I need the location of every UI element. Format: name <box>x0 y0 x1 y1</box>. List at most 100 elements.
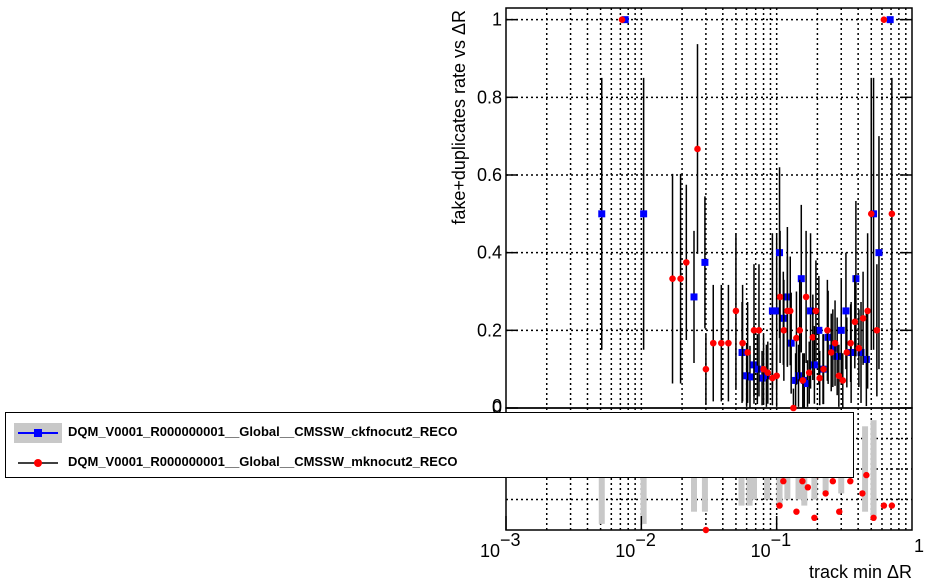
legend-swatch-red-circle <box>18 459 58 467</box>
legend-entry-mk: DQM_V0001_R000000001__Global__CMSSW_mkno… <box>6 451 853 475</box>
data-point-ckf <box>787 339 795 347</box>
ratio-point <box>829 478 837 485</box>
data-point-ckf <box>833 352 841 360</box>
ratio-tick-label: 0 <box>492 396 502 416</box>
x-tick-label-base: 10 <box>615 541 635 561</box>
data-point-mk <box>796 327 804 334</box>
ratio-point <box>859 490 866 497</box>
data-point-ckf <box>762 372 770 380</box>
data-point-mk <box>855 344 863 352</box>
legend: DQM_V0001_R000000001__Global__CMSSW_ckfn… <box>5 412 854 478</box>
data-point-mk <box>694 145 701 153</box>
data-point-ckf <box>792 376 800 384</box>
data-point-mk <box>820 365 827 373</box>
data-point-mk <box>831 339 839 347</box>
data-point-ckf <box>857 348 865 356</box>
data-point-mk <box>683 259 690 266</box>
legend-label-ckf: DQM_V0001_R000000001__Global__CMSSW_ckfn… <box>68 424 458 439</box>
legend-swatch-blue-square <box>14 423 62 443</box>
data-point-mk <box>739 339 746 347</box>
data-point-mk <box>755 327 763 334</box>
data-point-mk <box>805 369 813 376</box>
data-point-mk <box>802 293 810 301</box>
data-point-ckf <box>862 355 870 363</box>
ratio-point <box>847 478 854 485</box>
x-tick-label-exponent: −1 <box>771 530 792 550</box>
data-point-mk <box>835 372 843 380</box>
legend-entry-ckf: DQM_V0001_R000000001__Global__CMSSW_ckfn… <box>6 421 853 445</box>
data-point-ckf <box>746 373 754 381</box>
data-point-ckf <box>701 258 709 266</box>
ratio-point <box>880 502 888 509</box>
data-point-ckf <box>852 275 860 283</box>
x-tick-label-base: 10 <box>480 541 500 561</box>
ratio-point <box>836 508 843 515</box>
data-point-ckf <box>753 365 761 373</box>
data-point-ckf <box>807 307 815 315</box>
ratio-band <box>862 426 869 512</box>
data-point-ckf <box>773 307 781 315</box>
data-point-mk <box>812 307 820 315</box>
y-axis-title: fake+duplicates rate vs ΔR <box>449 10 469 225</box>
ratio-point <box>702 526 710 534</box>
ratio-point <box>793 508 800 515</box>
data-point-ckf <box>810 361 818 369</box>
x-axis-title: track min ΔR <box>809 562 912 582</box>
x-tick-label-exponent: −3 <box>500 530 521 550</box>
data-point-mk <box>859 314 867 322</box>
data-point-mk <box>780 327 788 334</box>
data-point-mk <box>709 339 717 347</box>
data-point-mk <box>669 275 676 282</box>
data-point-mk <box>702 365 710 373</box>
data-point-mk <box>718 339 725 347</box>
data-point-mk <box>851 318 859 326</box>
x-tick-label-one: 1 <box>914 536 924 556</box>
data-point-mk <box>776 293 784 301</box>
y-tick-label: 0.6 <box>477 165 502 185</box>
data-point-mk <box>847 339 854 347</box>
data-point-mk <box>744 349 751 356</box>
data-point-ckf <box>875 249 883 257</box>
ratio-point <box>799 478 806 485</box>
data-point-ckf <box>768 307 776 315</box>
data-point-mk <box>867 210 875 218</box>
x-tick-label-exponent: −2 <box>635 530 656 550</box>
legend-label-mk: DQM_V0001_R000000001__Global__CMSSW_mkno… <box>68 454 458 469</box>
data-point-mk <box>677 275 684 282</box>
data-point-ckf <box>815 326 823 334</box>
data-point-ckf <box>598 210 606 218</box>
data-point-ckf <box>795 372 803 380</box>
ratio-point <box>780 478 787 485</box>
series-layer <box>598 16 896 412</box>
y-tick-label: 0.8 <box>477 87 502 107</box>
data-point-mk <box>809 334 817 341</box>
data-point-ckf <box>829 344 837 352</box>
data-point-mk <box>839 377 847 384</box>
data-point-ckf <box>797 275 805 283</box>
data-point-ckf <box>842 307 850 315</box>
data-point-mk <box>732 307 740 315</box>
data-point-ckf <box>640 210 648 218</box>
ratio-point <box>888 502 896 509</box>
y-tick-label: 0 <box>492 398 502 418</box>
data-point-mk <box>793 334 800 342</box>
data-point-mk <box>799 377 807 384</box>
data-point-ckf <box>690 293 698 301</box>
data-point-ckf <box>886 16 894 24</box>
data-point-mk <box>888 210 896 218</box>
data-point-mk <box>790 404 797 412</box>
y-tick-label: 0.4 <box>477 243 502 263</box>
data-point-mk <box>618 16 626 23</box>
ratio-band <box>870 420 877 518</box>
data-point-mk <box>786 307 794 315</box>
data-point-ckf <box>804 380 812 388</box>
ratio-point <box>804 484 812 491</box>
x-tick-label-base: 10 <box>751 541 771 561</box>
data-point-ckf <box>837 326 845 334</box>
ratio-point <box>811 514 818 521</box>
data-point-mk <box>827 349 835 356</box>
data-point-mk <box>873 327 881 334</box>
ratio-point <box>870 514 877 521</box>
data-point-mk <box>824 327 831 334</box>
